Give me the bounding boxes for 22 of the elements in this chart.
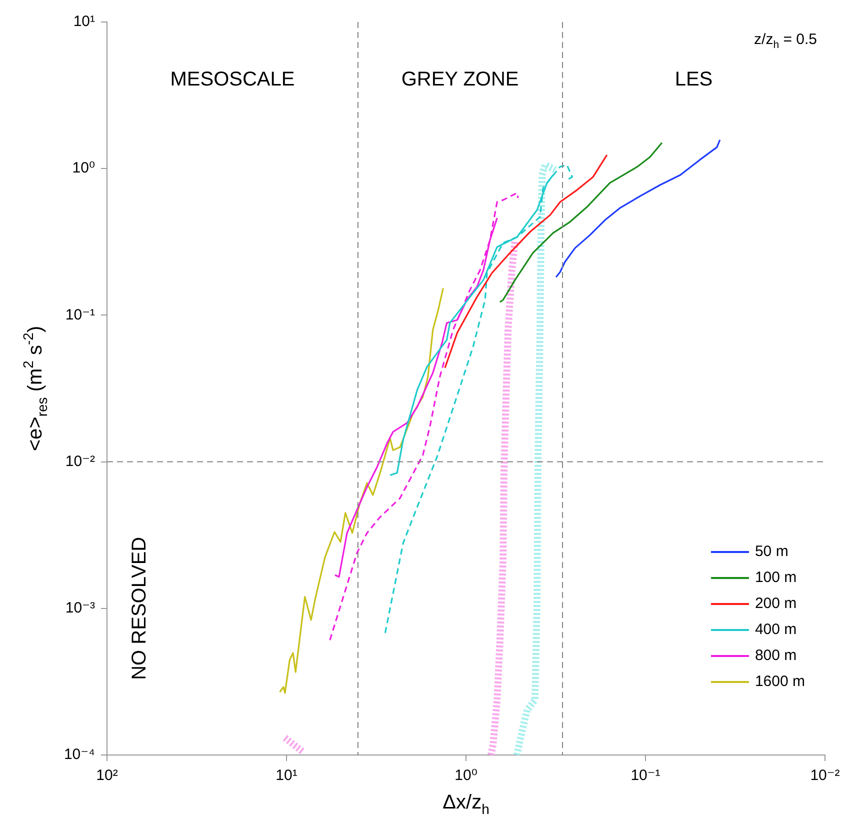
y-tick-label: 10⁻¹ (65, 306, 95, 324)
legend-label: 800 m (754, 647, 797, 664)
y-tick-label: 10⁰ (72, 160, 95, 177)
y-axis-title: <e>res (m2 s-2) (20, 326, 50, 452)
y-tick-label: 10¹ (73, 13, 95, 30)
y-tick-label: 10⁻³ (65, 600, 95, 617)
legend-label: 50 m (754, 543, 788, 560)
annotation: NO RESOLVED (128, 536, 151, 680)
x-tick-label: 10⁻¹ (630, 767, 660, 784)
x-tick-label: 10¹ (276, 767, 298, 784)
legend-label: 100 m (754, 569, 797, 586)
annotation: LES (674, 68, 713, 91)
y-tick-label: 10⁻² (65, 452, 95, 470)
annotation: GREY ZONE (401, 68, 519, 91)
x-tick-label: 10⁻² (810, 767, 840, 784)
x-tick-label: 10² (96, 767, 118, 784)
legend-label: 400 m (754, 621, 797, 638)
annotation: MESOSCALE (170, 68, 295, 91)
x-tick-label: 10⁰ (454, 767, 478, 784)
y-tick-label: 10⁻⁴ (64, 746, 95, 764)
legend-label: 1600 m (754, 673, 806, 690)
legend-label: 200 m (754, 595, 797, 612)
